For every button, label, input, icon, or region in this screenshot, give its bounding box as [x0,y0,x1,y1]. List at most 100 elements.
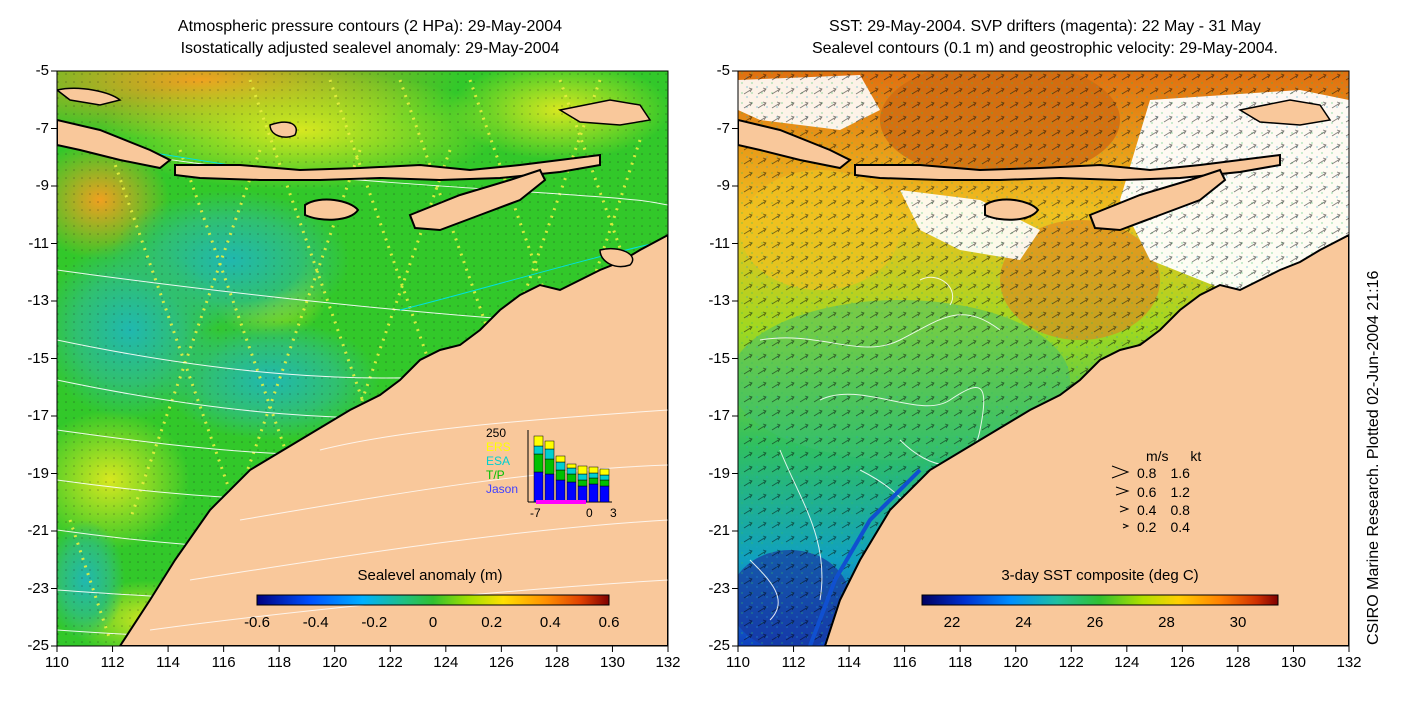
right-lon-tick-label: 120 [1003,654,1029,671]
left-lat-tick-label: -9 [35,177,49,194]
right-lat-tick-label: -11 [709,234,730,252]
right-lon-tick-label: 112 [781,654,806,671]
left-lon-tick-label: 120 [322,654,348,671]
right-lat-tick-label: -17 [708,407,730,424]
left-colorbar-tick-label: 0 [428,614,438,631]
left-colorbar-tick-label: -0.6 [244,614,270,631]
velocity-legend-row: 0.2 0.4 [1137,519,1190,535]
right-lon-tick-label: 116 [892,654,917,671]
right-colorbar-tick-label: 28 [1158,614,1175,631]
right-lon-tick-label: 128 [1225,654,1251,671]
left-lon-tick-label: 110 [45,654,69,671]
right-lon-tick-label: 130 [1280,654,1306,671]
inset-bar [544,473,555,503]
velocity-legend-ms-header: m/s [1146,448,1169,464]
inset-bar [577,465,588,475]
inset-legend-esa: ESA [486,454,511,468]
right-title-line1: SST: 29-May-2004. SVP drifters (magenta)… [829,18,1261,35]
left-lon-tick-label: 128 [544,654,570,671]
inset-bar [599,474,610,481]
right-lat-tick-label: -7 [716,119,730,137]
left-lon-tick-label: 118 [267,654,292,671]
left-colorbar [256,594,610,606]
inset-bar [566,481,577,503]
inset-bar [544,440,555,450]
left-lon-tick-label: 122 [377,654,403,671]
left-colorbar-title: Sealevel anomaly (m) [357,567,503,584]
inset-bar [588,472,599,479]
inset-bar [566,467,577,475]
right-lon-tick-label: 126 [1169,654,1195,671]
right-australia-land [823,233,1349,646]
right-lat-tick-label: -5 [716,62,730,79]
left-map [57,71,668,646]
left-java-land [57,118,172,170]
left-colorbar-tick-label: 0.2 [481,614,503,631]
left-lat-tick-label: -21 [27,522,49,539]
left-lat-tick-label: -17 [27,407,49,424]
left-colorbar-tick-label: 0.4 [539,614,561,631]
right-colorbar-tick-label: 24 [1015,614,1032,631]
inset-xtick-1: -7 [530,506,541,520]
right-colorbar-tick-label: 26 [1086,614,1104,631]
inset-bar [555,479,566,503]
right-map [738,71,1349,646]
left-colorbar-tick-label: 0.6 [598,614,620,631]
right-lat-tick-label: -15 [708,349,730,367]
inset-bar [588,483,599,503]
left-lon-tick-label: 112 [100,654,125,671]
left-lon-tick-label: 130 [599,654,625,671]
left-lat-tick-label: -11 [28,234,49,252]
inset-bar [566,473,577,483]
inset-ymax: 250 [486,426,507,440]
left-lat-tick-label: -25 [27,637,49,654]
inset-bar [533,471,544,503]
velocity-legend-row: 0.6 1.2 [1137,484,1190,500]
right-java-land [738,118,852,170]
inset-bar [533,453,544,473]
left-title-line1: Atmospheric pressure contours (2 HPa): 2… [177,18,563,35]
left-lat-tick-label: -23 [27,579,49,597]
left-lat-tick-label: -13 [27,292,49,309]
inset-bar [566,463,577,469]
right-lat-tick-label: -23 [708,579,730,597]
left-lat-tick-label: -19 [27,464,49,482]
credit-text-box: CSIRO Marine Research. Plotted 02-Jun-20… [1365,0,1385,709]
right-lat-tick-label: -13 [708,292,730,309]
velocity-legend-header: m/s kt [1146,448,1201,464]
inset-bar [577,479,588,487]
left-lat-tick-label: -15 [27,349,49,367]
inset-legend-ers: ERS [486,440,511,454]
credit-text: CSIRO Marine Research. Plotted 02-Jun-20… [1365,270,1382,645]
right-colorbar-tick-label: 30 [1229,614,1247,631]
right-lat-tick-label: -25 [708,637,730,654]
inset-bar [533,435,544,447]
left-lon-tick-label: 132 [655,654,681,671]
inset-bar [599,468,610,476]
right-colorbar-title: 3-day SST composite (deg C) [1001,567,1199,584]
right-lat-tick-label: -21 [708,522,730,539]
right-lon-tick-label: 122 [1058,654,1084,671]
left-lon-tick-label: 126 [488,654,514,671]
right-lon-tick-label: 118 [948,654,973,671]
inset-bar [577,485,588,503]
inset-bar [588,466,599,474]
inset-bar [577,473,588,481]
inset-legend-tp: T/P [486,468,505,482]
right-lat-tick-label: -9 [716,177,730,194]
right-timor-land [1088,168,1227,232]
velocity-legend-arrows [1111,465,1130,529]
left-timor-land [408,168,547,232]
velocity-legend-kt-header: kt [1190,448,1202,464]
velocity-legend-row: 0.4 0.8 [1137,502,1190,518]
inset-bar [599,479,610,487]
left-lat-tick-label: -7 [35,119,49,137]
inset-bar [544,448,555,460]
left-lesser-sunda-land [174,153,601,182]
velocity-legend-row: 0.8 1.6 [1137,465,1190,481]
right-colorbar [921,594,1279,606]
inset-bar [555,469,566,481]
inset-bar [599,485,610,503]
inset-xtick-2: 0 [586,506,593,520]
